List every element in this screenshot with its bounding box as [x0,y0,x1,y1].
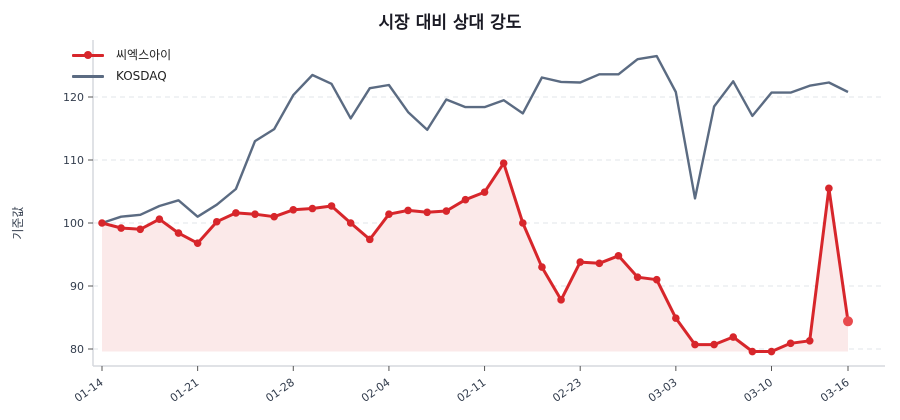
data-point [232,209,240,217]
data-point [576,258,585,266]
data-point [461,195,470,204]
y-tick-label: 100 [63,217,84,230]
stock-markers [98,159,853,356]
y-tick-label: 110 [63,154,84,167]
data-point [825,184,833,193]
data-point [442,207,451,215]
x-tick-label: 02-11 [455,376,489,405]
stock-line [101,161,850,353]
data-point [385,210,393,218]
data-point [308,204,317,213]
stock-fill-area [102,163,848,352]
x-axis-ticks: 01-14 01-21 01-28 02-04 02-11 02-23 03-03 03-10… [72,366,852,405]
data-point [748,347,757,356]
y-axis-ticks: 80 90 100 110 120 [63,91,93,356]
data-point [614,251,623,260]
x-tick-label: 02-23 [550,376,584,405]
legend-item-kosdaq: KOSDAQ [70,65,171,86]
data-point [98,219,106,227]
kosdaq-line [101,54,849,225]
data-point [212,217,221,226]
y-tick-label: 120 [63,91,84,104]
data-point [117,224,125,232]
data-point [193,239,202,247]
data-point [767,347,776,356]
legend-label: 씨엑스아이 [116,48,172,62]
data-point [805,337,814,345]
x-tick-label: 03-16 [818,376,852,405]
data-point [843,316,853,327]
data-point [672,314,680,322]
y-tick-label: 80 [70,343,84,356]
data-point [270,212,278,221]
axes [92,40,885,367]
data-point [136,225,145,234]
data-point [174,229,183,237]
legend: 씨엑스아이 KOSDAQ [70,44,171,86]
chart-title: 시장 대비 상대 강도 [378,13,522,33]
x-tick-label: 03-10 [742,376,776,405]
data-point [519,219,527,227]
data-point [423,208,431,217]
data-point [595,259,604,268]
x-tick-label: 01-28 [263,376,297,405]
y-tick-label: 90 [70,280,84,293]
legend-item-stock: 씨엑스아이 [70,44,171,65]
y-axis-label: 기준값 [11,206,25,239]
data-point [365,235,374,244]
legend-line-icon [70,69,106,83]
data-point [557,296,565,304]
legend-line-marker-icon [70,48,106,62]
data-point [480,188,489,196]
data-point [633,273,642,281]
x-tick-label: 01-21 [168,376,202,405]
data-point [327,202,336,210]
x-tick-label: 03-03 [646,376,680,405]
data-point [786,339,795,348]
data-point [538,263,546,271]
data-point [346,219,355,227]
data-point [251,210,259,218]
data-point [691,340,699,349]
x-tick-label: 02-04 [359,376,393,405]
data-point [729,333,738,341]
data-point [155,215,164,224]
data-point [404,206,412,215]
legend-label: KOSDAQ [116,68,167,83]
data-point [652,275,661,284]
data-point [289,205,298,214]
data-point [710,340,718,349]
data-point [499,159,508,167]
x-tick-label: 01-14 [72,376,106,405]
